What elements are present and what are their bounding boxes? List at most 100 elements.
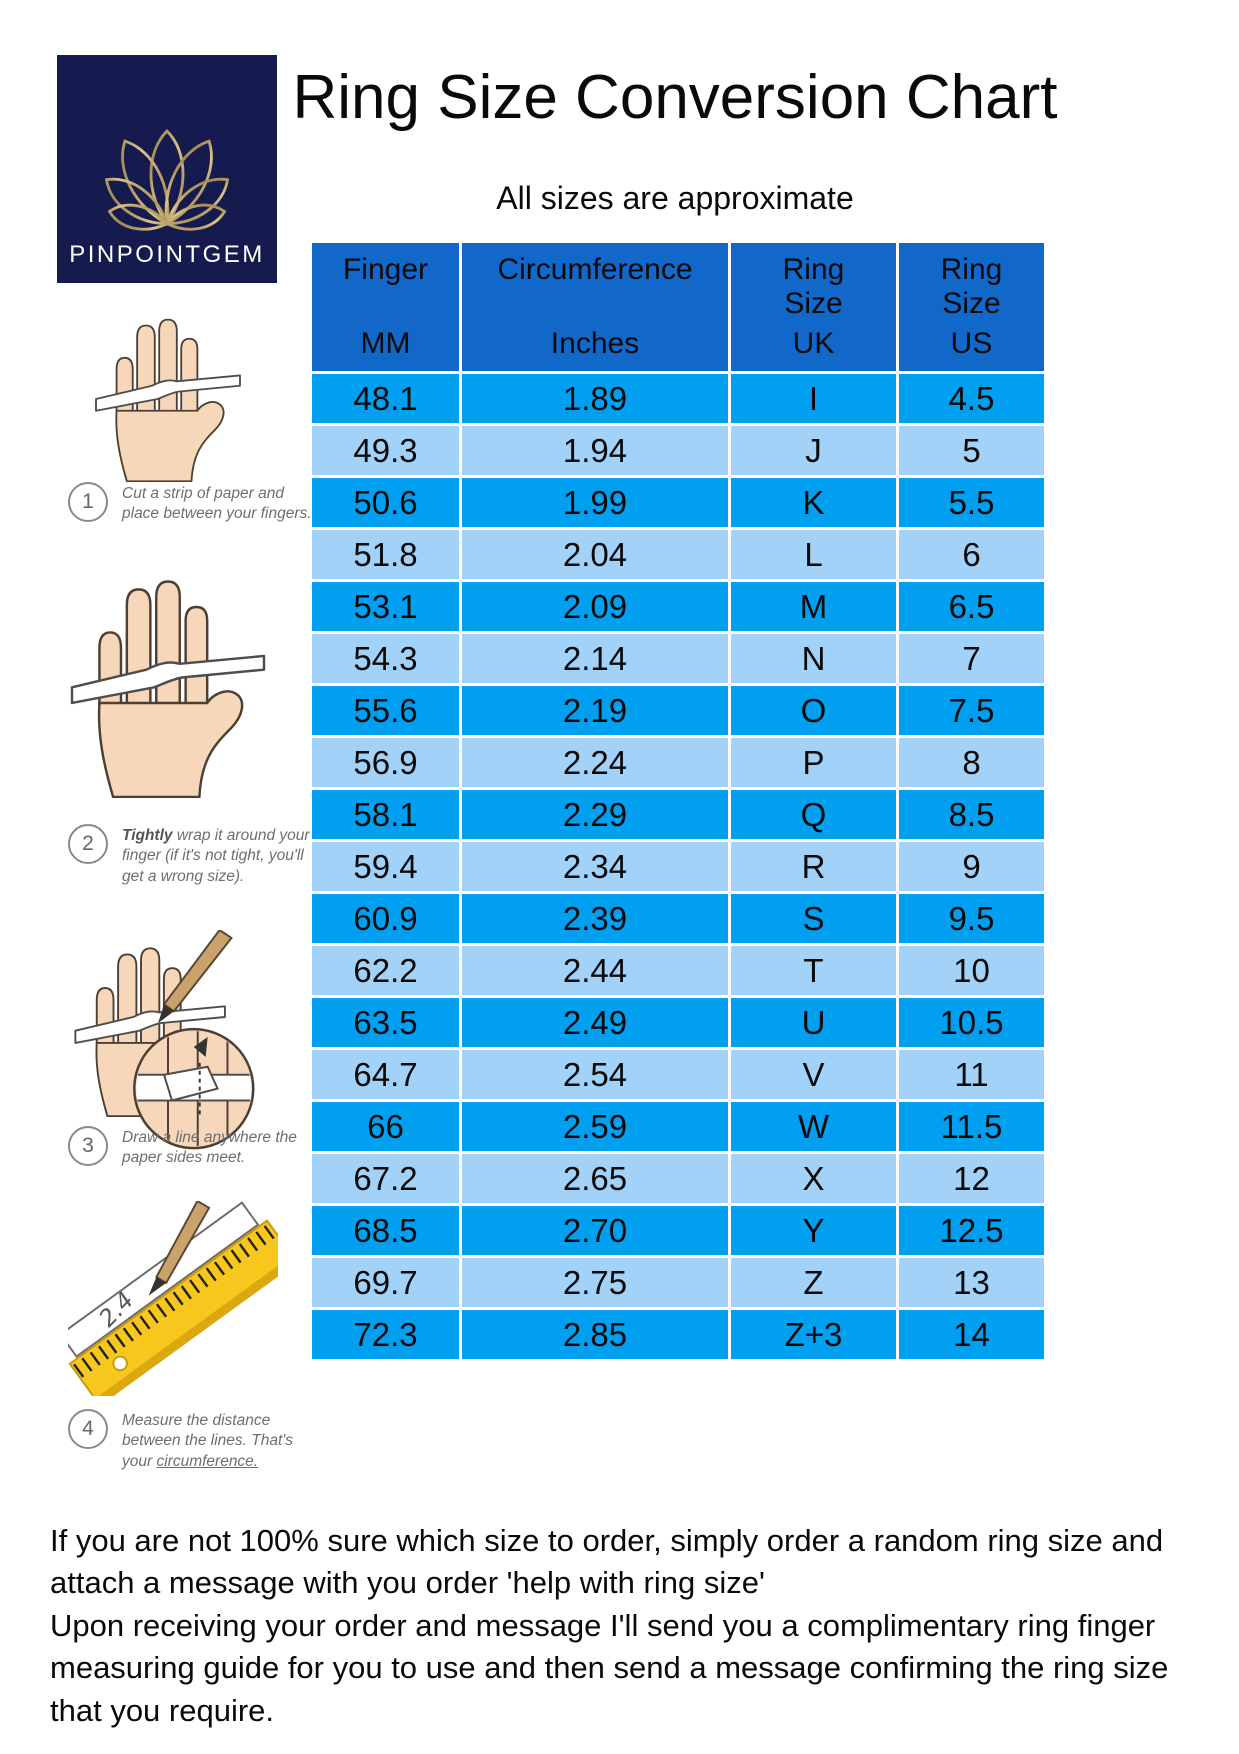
hand-wrap-illustration [68, 558, 268, 798]
cell-circumference-inches: 2.75 [462, 1258, 728, 1307]
cell-finger-mm: 54.3 [312, 634, 459, 683]
cell-circumference-inches: 2.39 [462, 894, 728, 943]
cell-finger-mm: 69.7 [312, 1258, 459, 1307]
step-number-badge: 4 [68, 1409, 108, 1449]
cell-circumference-inches: 2.24 [462, 738, 728, 787]
conversion-table: Finger MM Circumference Inches Ring Size … [312, 243, 1044, 1359]
cell-ring-size-uk: J [731, 426, 896, 475]
cell-ring-size-us: 8.5 [899, 790, 1044, 839]
footer-note: If you are not 100% sure which size to o… [50, 1520, 1205, 1732]
cell-ring-size-us: 9 [899, 842, 1044, 891]
cell-finger-mm: 62.2 [312, 946, 459, 995]
cell-ring-size-uk: U [731, 998, 896, 1047]
cell-finger-mm: 48.1 [312, 374, 459, 423]
cell-ring-size-uk: S [731, 894, 896, 943]
cell-ring-size-uk: K [731, 478, 896, 527]
cell-ring-size-us: 5.5 [899, 478, 1044, 527]
cell-ring-size-uk: Z+3 [731, 1310, 896, 1359]
step-1: 1 Cut a strip of paper and place between… [68, 482, 320, 525]
step-4: 4 Measure the distance between the lines… [68, 1409, 320, 1472]
cell-ring-size-us: 9.5 [899, 894, 1044, 943]
cell-circumference-inches: 2.85 [462, 1310, 728, 1359]
cell-ring-size-us: 4.5 [899, 374, 1044, 423]
cell-ring-size-uk: T [731, 946, 896, 995]
brand-logo: PINPOINTGEM [57, 55, 277, 283]
cell-ring-size-us: 10.5 [899, 998, 1044, 1047]
step-3: 3 Draw a line anywhere the paper sides m… [68, 1126, 320, 1169]
cell-ring-size-us: 8 [899, 738, 1044, 787]
cell-finger-mm: 64.7 [312, 1050, 459, 1099]
hand-pencil-illustration [68, 930, 255, 1150]
cell-finger-mm: 53.1 [312, 582, 459, 631]
cell-circumference-inches: 2.29 [462, 790, 728, 839]
cell-circumference-inches: 2.14 [462, 634, 728, 683]
cell-circumference-inches: 2.54 [462, 1050, 728, 1099]
cell-ring-size-us: 7 [899, 634, 1044, 683]
column-header-ring-size-uk: Ring Size UK [731, 243, 896, 371]
cell-ring-size-uk: Q [731, 790, 896, 839]
page-subtitle: All sizes are approximate [496, 180, 854, 216]
step-number-badge: 3 [68, 1126, 108, 1166]
cell-ring-size-us: 11.5 [899, 1102, 1044, 1151]
lotus-icon [104, 129, 230, 231]
cell-ring-size-uk: V [731, 1050, 896, 1099]
cell-circumference-inches: 2.49 [462, 998, 728, 1047]
cell-finger-mm: 68.5 [312, 1206, 459, 1255]
step-caption: Measure the distance between the lines. … [122, 1412, 293, 1470]
cell-circumference-inches: 2.65 [462, 1154, 728, 1203]
cell-ring-size-us: 10 [899, 946, 1044, 995]
step-caption: Cut a strip of paper and place between y… [122, 485, 312, 523]
step-caption: Draw a line anywhere the paper sides mee… [122, 1129, 297, 1167]
cell-ring-size-uk: L [731, 530, 896, 579]
column-header-circumference-inches: Circumference Inches [462, 243, 728, 371]
cell-finger-mm: 50.6 [312, 478, 459, 527]
cell-ring-size-uk: P [731, 738, 896, 787]
cell-ring-size-uk: I [731, 374, 896, 423]
cell-ring-size-uk: M [731, 582, 896, 631]
cell-finger-mm: 56.9 [312, 738, 459, 787]
cell-ring-size-uk: W [731, 1102, 896, 1151]
cell-finger-mm: 60.9 [312, 894, 459, 943]
cell-ring-size-us: 7.5 [899, 686, 1044, 735]
cell-circumference-inches: 1.99 [462, 478, 728, 527]
cell-circumference-inches: 2.19 [462, 686, 728, 735]
step-2: 2 Tightly wrap it around your finger (if… [68, 824, 320, 887]
cell-circumference-inches: 1.89 [462, 374, 728, 423]
cell-circumference-inches: 2.70 [462, 1206, 728, 1255]
footer-paragraph-2: Upon receiving your order and message I'… [50, 1607, 1169, 1728]
cell-finger-mm: 72.3 [312, 1310, 459, 1359]
ruler-illustration: 2.4 [68, 1201, 278, 1396]
cell-circumference-inches: 2.04 [462, 530, 728, 579]
cell-ring-size-us: 5 [899, 426, 1044, 475]
cell-circumference-inches: 2.44 [462, 946, 728, 995]
step-number-badge: 2 [68, 824, 108, 864]
cell-finger-mm: 66 [312, 1102, 459, 1151]
column-header-ring-size-us: Ring Size US [899, 243, 1044, 371]
cell-finger-mm: 51.8 [312, 530, 459, 579]
column-header-finger-mm: Finger MM [312, 243, 459, 371]
cell-finger-mm: 67.2 [312, 1154, 459, 1203]
cell-ring-size-us: 12.5 [899, 1206, 1044, 1255]
cell-ring-size-uk: N [731, 634, 896, 683]
step-caption: Tightly wrap it around your finger (if i… [122, 827, 310, 885]
footer-paragraph-1: If you are not 100% sure which size to o… [50, 1523, 1164, 1601]
cell-ring-size-us: 14 [899, 1310, 1044, 1359]
steps-panel: 1 Cut a strip of paper and place between… [68, 296, 320, 1496]
cell-finger-mm: 55.6 [312, 686, 459, 735]
cell-ring-size-uk: R [731, 842, 896, 891]
step-number-badge: 1 [68, 482, 108, 522]
cell-finger-mm: 63.5 [312, 998, 459, 1047]
cell-ring-size-us: 12 [899, 1154, 1044, 1203]
cell-finger-mm: 49.3 [312, 426, 459, 475]
page-title: Ring Size Conversion Chart [292, 63, 1058, 132]
cell-circumference-inches: 2.09 [462, 582, 728, 631]
cell-ring-size-uk: Z [731, 1258, 896, 1307]
cell-finger-mm: 58.1 [312, 790, 459, 839]
cell-ring-size-uk: X [731, 1154, 896, 1203]
cell-ring-size-us: 13 [899, 1258, 1044, 1307]
hand-paper-strip-illustration [68, 302, 268, 482]
brand-name: PINPOINTGEM [69, 241, 265, 268]
cell-ring-size-uk: Y [731, 1206, 896, 1255]
cell-circumference-inches: 2.59 [462, 1102, 728, 1151]
